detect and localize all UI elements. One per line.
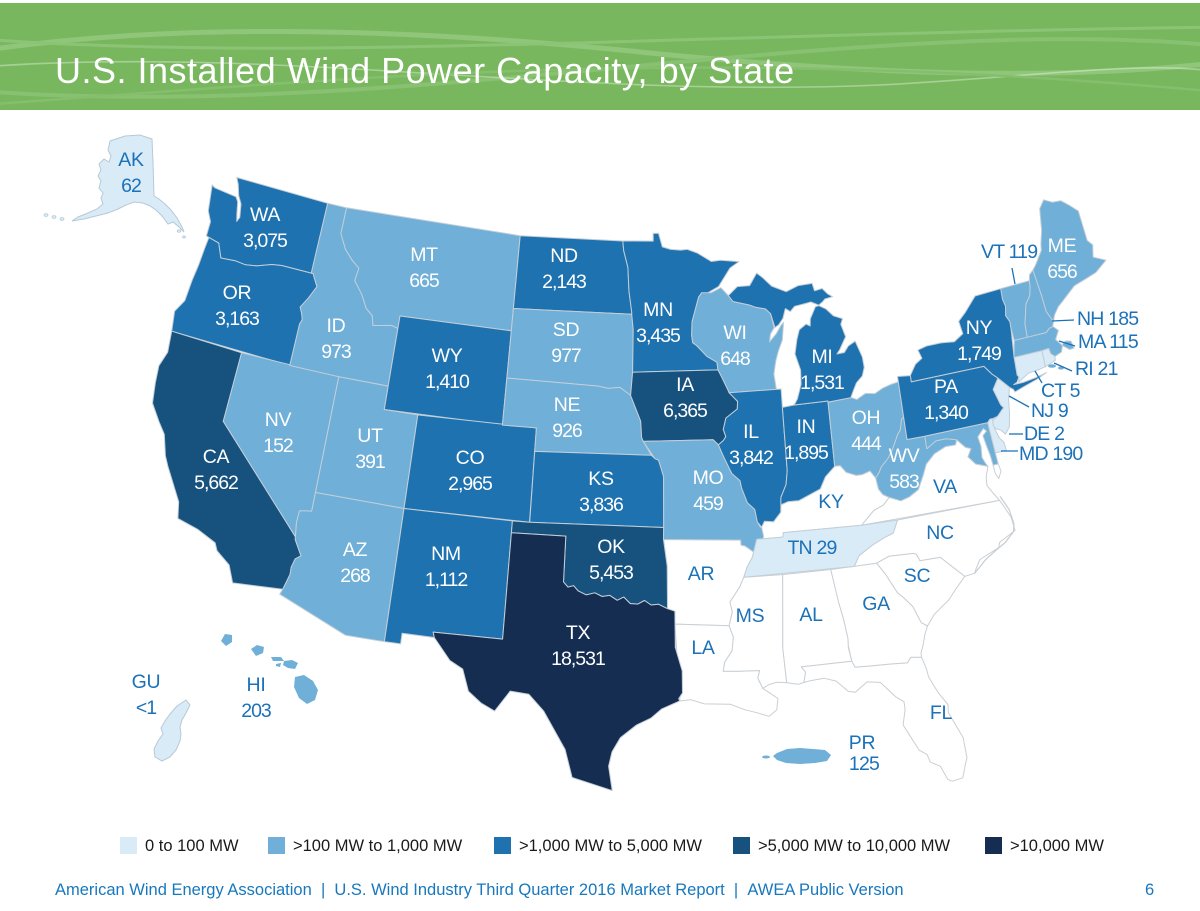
svg-text:NM: NM — [431, 543, 461, 565]
svg-text:NY: NY — [966, 317, 993, 339]
svg-text:MS: MS — [736, 605, 765, 627]
svg-text:OH: OH — [852, 407, 881, 429]
svg-text:6,365: 6,365 — [663, 400, 708, 422]
svg-text:KY: KY — [818, 491, 844, 513]
svg-text:WY: WY — [432, 345, 463, 367]
svg-text:1,112: 1,112 — [425, 569, 468, 591]
svg-text:GA: GA — [862, 593, 890, 615]
svg-text:AK: AK — [118, 149, 144, 171]
svg-text:2,965: 2,965 — [448, 473, 493, 495]
svg-text:6: 6 — [1145, 881, 1154, 899]
svg-text:MN: MN — [643, 299, 673, 321]
svg-text:VA: VA — [933, 476, 957, 498]
svg-text:KS: KS — [588, 468, 614, 490]
svg-text:1,749: 1,749 — [957, 343, 1001, 365]
svg-text:WI: WI — [723, 322, 746, 344]
svg-text:WA: WA — [250, 204, 280, 226]
svg-text:62: 62 — [121, 175, 141, 197]
svg-text:WV: WV — [889, 445, 920, 467]
svg-text:PA: PA — [934, 376, 958, 398]
svg-text:ID: ID — [327, 315, 346, 337]
svg-text:125: 125 — [849, 753, 880, 775]
svg-text:AR: AR — [688, 563, 715, 585]
svg-text:ME: ME — [1048, 235, 1077, 257]
svg-text:973: 973 — [321, 341, 351, 363]
svg-text:0 to 100 MW: 0 to 100 MW — [145, 837, 239, 855]
svg-text:<1: <1 — [136, 697, 156, 719]
svg-text:American Wind Energy Associati: American Wind Energy Association | U.S. … — [55, 881, 904, 899]
svg-text:IA: IA — [676, 374, 694, 396]
svg-text:1,531: 1,531 — [800, 372, 844, 394]
svg-text:LA: LA — [691, 637, 715, 659]
svg-text:5,662: 5,662 — [194, 472, 238, 494]
svg-text:203: 203 — [241, 700, 271, 722]
svg-text:977: 977 — [551, 345, 581, 367]
svg-text:SD: SD — [553, 319, 580, 341]
svg-text:>5,000 MW to 10,000 MW: >5,000 MW to 10,000 MW — [758, 837, 951, 855]
svg-text:CT 5: CT 5 — [1041, 380, 1081, 402]
svg-text:2,143: 2,143 — [542, 271, 586, 293]
svg-text:NJ 9: NJ 9 — [1031, 400, 1068, 422]
svg-text:OK: OK — [597, 536, 625, 558]
svg-text:CO: CO — [456, 447, 485, 469]
svg-text:459: 459 — [693, 493, 723, 515]
svg-text:IL: IL — [743, 421, 759, 443]
svg-text:>100 MW to 1,000 MW: >100 MW to 1,000 MW — [293, 837, 463, 855]
svg-text:NC: NC — [926, 522, 954, 544]
svg-text:MT: MT — [410, 244, 438, 266]
svg-text:ND: ND — [550, 245, 578, 267]
svg-text:3,075: 3,075 — [243, 230, 288, 252]
svg-text:IN: IN — [797, 416, 816, 438]
svg-text:656: 656 — [1047, 261, 1077, 283]
svg-text:>1,000 MW to 5,000 MW: >1,000 MW to 5,000 MW — [519, 837, 702, 855]
svg-text:268: 268 — [340, 565, 370, 587]
svg-text:583: 583 — [889, 471, 919, 493]
svg-text:5,453: 5,453 — [589, 562, 633, 584]
svg-text:665: 665 — [409, 270, 440, 292]
svg-text:926: 926 — [552, 420, 582, 442]
svg-text:CA: CA — [203, 446, 230, 468]
svg-text:3,435: 3,435 — [636, 325, 681, 347]
svg-text:UT: UT — [357, 425, 383, 447]
svg-text:SC: SC — [904, 565, 931, 587]
svg-text:444: 444 — [851, 433, 882, 455]
svg-text:NH 185: NH 185 — [1077, 308, 1139, 330]
svg-text:MA 115: MA 115 — [1078, 331, 1139, 353]
svg-text:AZ: AZ — [343, 539, 368, 561]
svg-text:1,410: 1,410 — [425, 371, 470, 393]
svg-text:TN 29: TN 29 — [787, 537, 836, 559]
svg-text:3,836: 3,836 — [579, 494, 623, 516]
svg-text:GU: GU — [132, 671, 161, 693]
svg-text:648: 648 — [720, 348, 750, 370]
svg-text:NV: NV — [265, 409, 292, 431]
svg-text:3,842: 3,842 — [729, 447, 773, 469]
svg-text:1,340: 1,340 — [924, 402, 969, 424]
svg-text:AL: AL — [799, 604, 823, 626]
svg-text:MO: MO — [693, 467, 724, 489]
svg-text:DE 2: DE 2 — [1024, 423, 1064, 445]
svg-text:MI: MI — [811, 346, 832, 368]
svg-text:18,531: 18,531 — [551, 648, 605, 670]
svg-text:OR: OR — [223, 282, 252, 304]
svg-text:NE: NE — [554, 394, 581, 416]
svg-text:3,163: 3,163 — [215, 308, 259, 330]
svg-text:VT 119: VT 119 — [981, 241, 1037, 263]
svg-text:MD 190: MD 190 — [1019, 443, 1083, 465]
svg-text:FL: FL — [930, 702, 953, 724]
svg-text:152: 152 — [263, 435, 293, 457]
svg-text:TX: TX — [566, 622, 591, 644]
svg-text:1,895: 1,895 — [784, 442, 829, 464]
svg-text:RI 21: RI 21 — [1075, 358, 1118, 380]
svg-text:HI: HI — [247, 674, 266, 696]
svg-text:>10,000 MW: >10,000 MW — [1010, 837, 1104, 855]
svg-text:391: 391 — [355, 451, 385, 473]
svg-text:PR: PR — [849, 732, 876, 754]
